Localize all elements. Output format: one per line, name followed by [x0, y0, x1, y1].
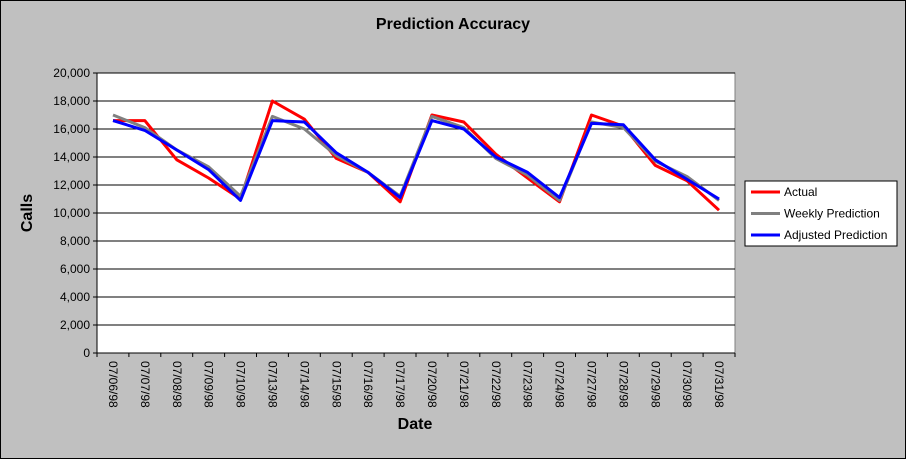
x-axis-title: Date [398, 416, 433, 433]
legend-label-2: Adjusted Prediction [784, 228, 887, 242]
x-tick-label: 07/14/98 [297, 361, 311, 408]
x-tick-label: 07/16/98 [361, 361, 375, 408]
y-tick-label: 8,000 [60, 234, 90, 248]
x-tick-label: 07/20/98 [425, 361, 439, 408]
x-axis-ticks: 07/06/98 07/07/98 07/08/98 07/09/98 07/10/98… [96, 353, 736, 408]
x-tick-label: 07/21/98 [457, 361, 471, 408]
x-tick-label: 07/08/98 [170, 361, 184, 408]
y-tick-label: 20,000 [53, 66, 90, 80]
y-tick-label: 2,000 [60, 318, 90, 332]
y-tick-label: 14,000 [53, 150, 90, 164]
x-tick-label: 07/13/98 [265, 361, 279, 408]
y-axis-ticks: 0 2,000 4,000 6,000 8,000 10,000 12,000 14,000 1… [53, 66, 97, 360]
x-tick-label: 07/29/98 [648, 361, 662, 408]
x-tick-label: 07/31/98 [712, 361, 726, 408]
x-tick-label: 07/30/98 [680, 361, 694, 408]
x-tick-label: 07/09/98 [202, 361, 216, 408]
y-tick-label: 0 [83, 346, 90, 360]
x-tick-label: 07/22/98 [489, 361, 503, 408]
x-tick-label: 07/15/98 [329, 361, 343, 408]
legend-label-1: Weekly Prediction [784, 207, 880, 221]
y-tick-label: 18,000 [53, 94, 90, 108]
chart-title: Prediction Accuracy [376, 16, 530, 33]
x-tick-label: 07/28/98 [616, 361, 630, 408]
legend: Actual Weekly Prediction Adjusted Predicti… [744, 180, 898, 247]
x-tick-label: 07/23/98 [521, 361, 535, 408]
legend-label-0: Actual [784, 185, 817, 199]
y-tick-label: 12,000 [53, 178, 90, 192]
x-tick-label: 07/24/98 [553, 361, 567, 408]
y-tick-label: 4,000 [60, 290, 90, 304]
x-tick-label: 07/10/98 [234, 361, 248, 408]
y-axis-title: Calls [19, 194, 36, 232]
series-line-2 [112, 119, 720, 202]
y-tick-label: 6,000 [60, 262, 90, 276]
x-tick-label: 07/17/98 [393, 361, 407, 408]
y-tick-label: 10,000 [53, 206, 90, 220]
x-tick-label: 07/06/98 [106, 361, 120, 408]
series-lines [112, 99, 721, 212]
x-tick-label: 07/27/98 [584, 361, 598, 408]
y-tick-label: 16,000 [53, 122, 90, 136]
x-tick-label: 07/07/98 [138, 361, 152, 408]
